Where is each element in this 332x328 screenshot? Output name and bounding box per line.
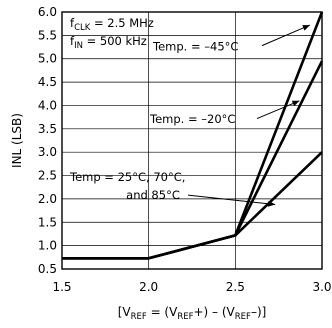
- y-tick-label-1: 1.0: [38, 239, 57, 253]
- x-tick-label-0: 1.5: [52, 280, 71, 294]
- series-2-arrowhead: [267, 200, 276, 207]
- axis-titles: INL (LSB) [VREF = (VREF+) – (VREF–)]: [10, 113, 266, 322]
- series-1-leader: [256, 100, 300, 119]
- y-tick-label-6: 3.5: [38, 122, 57, 136]
- y-tick-label-7: 4.0: [38, 98, 57, 112]
- series-0-leader: [261, 24, 311, 47]
- x-tick-label-2: 2.5: [226, 280, 245, 294]
- y-tick-label-9: 5.0: [38, 52, 57, 66]
- y-tick-label-3: 2.0: [38, 192, 57, 206]
- series-line-1: [62, 60, 324, 260]
- x-axis-title: [VREF = (VREF+) – (VREF–)]: [118, 305, 267, 322]
- y-tick-label-4: 2.5: [38, 169, 57, 183]
- x-tick-labels: 1.5 2.0 2.5 3.0: [52, 280, 331, 294]
- series-label-2-line-1: Temp = 25°C, 70°C,: [69, 170, 185, 184]
- x-tick-label-3: 3.0: [312, 280, 331, 294]
- y-tick-label-2: 1.5: [38, 215, 57, 229]
- series-label-2-line-2: and 85°C: [126, 188, 180, 202]
- series-0-arrowhead: [302, 25, 310, 31]
- y-tick-label-10: 5.5: [38, 28, 57, 42]
- data-series: [62, 11, 324, 260]
- y-tick-labels: 0.5 1.0 1.5 2.0 2.5 3.0 3.5 4.0 4.5 5.0 5.5 6.0: [38, 5, 57, 276]
- series-line-2: [62, 151, 323, 260]
- condition-0: fCLK = 2.5 MHz: [70, 16, 154, 33]
- condition-1: fIN = 500 kHz: [70, 34, 147, 51]
- y-tick-label-5: 3.0: [38, 145, 57, 159]
- y-axis-title: INL (LSB): [10, 113, 24, 168]
- y-tick-label-8: 4.5: [38, 75, 57, 89]
- x-tick-label-1: 2.0: [139, 280, 158, 294]
- annotations: Temp. = –45°C Temp. = –20°C Temp = 25°C, 7…: [69, 24, 311, 207]
- series-1-arrowhead: [291, 100, 300, 107]
- y-tick-label-0: 0.5: [38, 262, 57, 276]
- series-label-1: Temp. = –20°C: [149, 112, 235, 126]
- y-tick-label-11: 6.0: [38, 5, 57, 19]
- series-label-0: Temp. = –45°C: [152, 39, 238, 53]
- plot-frame: [61, 11, 323, 270]
- plot-border: [61, 11, 323, 270]
- series-2-leader: [187, 194, 276, 206]
